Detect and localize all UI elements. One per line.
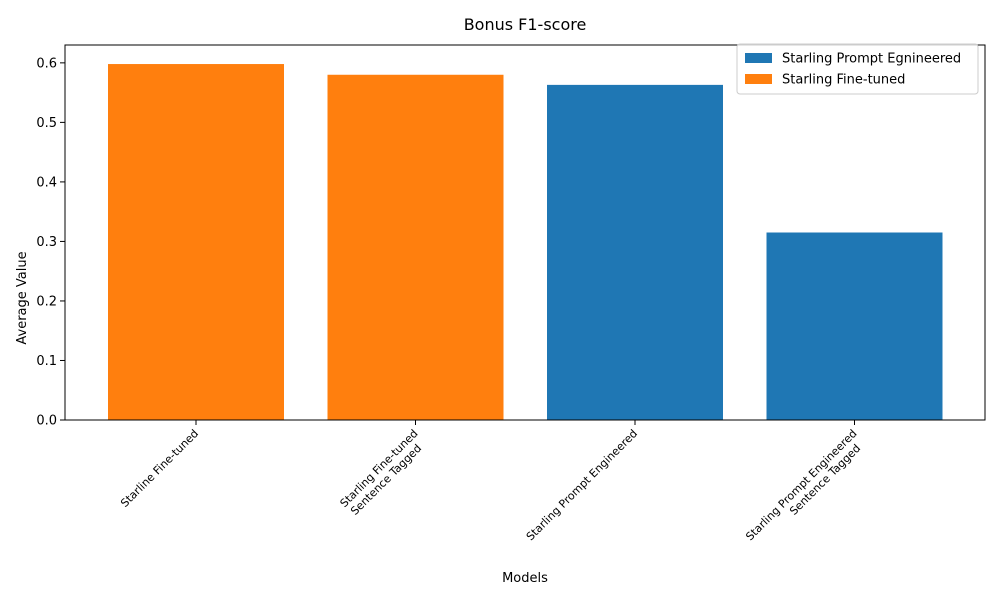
y-tick-label: 0.1 [36, 354, 57, 369]
y-tick-label: 0.4 [36, 175, 57, 190]
y-tick-label: 0.2 [36, 294, 57, 309]
x-tick-label: Starling Fine-tunedSentence Tagged [338, 427, 430, 519]
legend-label: Starling Fine-tuned [782, 73, 905, 88]
y-tick-label: 0.3 [36, 235, 57, 250]
y-tick-label: 0.6 [36, 56, 57, 71]
x-tick-label-line: Starling Prompt Engineered [524, 427, 640, 543]
chart-title: Bonus F1-score [464, 15, 587, 34]
bar-4 [766, 232, 943, 420]
legend-label: Starling Prompt Egnineered [782, 52, 961, 67]
x-tick-label: Starling Prompt Engineered [524, 427, 640, 543]
x-tick-label: Starling Prompt EngineeredSentence Tagge… [743, 427, 869, 553]
x-tick-label: Starline Fine-tuned [118, 427, 201, 510]
bar-1 [108, 64, 284, 421]
x-axis-label: Models [502, 571, 548, 586]
x-tick-label-line: Starling Fine-tuned [338, 427, 421, 510]
bars-layer [108, 64, 943, 421]
legend: Starling Prompt Egnineered Starling Fine-… [736, 43, 979, 95]
legend-box [736, 43, 979, 95]
legend-swatch [745, 74, 772, 84]
x-axis-ticks: Starline Fine-tuned Starling Fine-tunedSe… [118, 420, 869, 553]
y-tick-label: 0.5 [36, 116, 57, 131]
bar-3 [547, 84, 723, 420]
legend-swatch [745, 53, 772, 63]
y-axis-label: Average Value [15, 251, 30, 344]
bar-2 [327, 74, 504, 420]
y-axis-ticks: 0.0 0.1 0.2 0.3 0.4 0.5 0.6 [36, 56, 65, 429]
x-tick-label-line: Starling Prompt Engineered [743, 427, 859, 543]
plot-frame [64, 44, 986, 421]
y-tick-label: 0.0 [36, 414, 57, 429]
x-tick-label-line: Starline Fine-tuned [118, 427, 201, 510]
